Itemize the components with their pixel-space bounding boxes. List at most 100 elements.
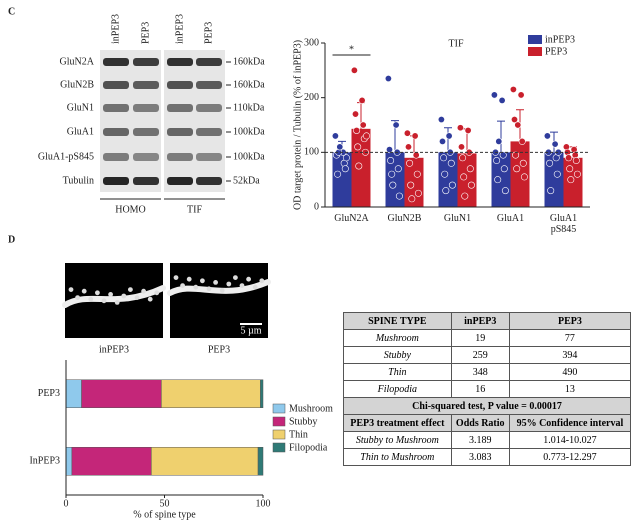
legend-label: Mushroom (289, 403, 333, 414)
size-label: 52kDa (233, 175, 260, 186)
row-label: GluA1 (67, 126, 94, 137)
lane-label: PEP3 (203, 22, 214, 44)
y-axis-label: OD target protein / Tubulin (% of inPEP3… (292, 40, 303, 210)
data-point (350, 66, 358, 74)
data-point (509, 85, 517, 93)
data-point (448, 181, 456, 189)
band (133, 128, 159, 136)
spine (68, 287, 74, 292)
x-tick-label: 50 (160, 498, 170, 509)
spine (180, 283, 186, 288)
spine (226, 281, 232, 287)
data-point (459, 154, 467, 162)
table-cell: inPEP3 (450, 312, 510, 330)
band (167, 128, 193, 136)
bar-segment (65, 379, 82, 408)
data-point (358, 96, 366, 104)
table-cell: Thin (343, 363, 452, 381)
band (196, 128, 222, 136)
row-label: GluN1 (67, 102, 94, 113)
spine (101, 298, 107, 304)
bar (510, 141, 530, 207)
chart-title: TIF (449, 38, 464, 49)
legend-label: PEP3 (545, 46, 567, 57)
spine (127, 287, 133, 292)
bar-segment (65, 447, 73, 476)
data-point (466, 165, 474, 173)
bar-segment (257, 447, 264, 476)
bar-segment (81, 379, 162, 408)
table-cell: 3.083 (450, 448, 510, 466)
table-cell: Odds Ratio (450, 414, 510, 432)
table-cell: Filopodia (343, 380, 452, 398)
band (103, 58, 129, 66)
data-point (461, 192, 469, 200)
table-cell: 394 (508, 346, 632, 364)
data-point (567, 176, 575, 184)
data-point (388, 170, 396, 178)
data-point (460, 173, 468, 181)
y-tick-label: InPEP3 (29, 456, 60, 467)
table-cell: 259 (450, 346, 510, 364)
spine (147, 296, 153, 302)
data-point (517, 91, 525, 99)
data-point (457, 143, 465, 151)
band (103, 81, 129, 89)
size-label: 100kDa (233, 126, 265, 137)
data-point (331, 132, 339, 140)
legend-swatch (272, 416, 286, 427)
data-point (519, 159, 527, 167)
data-point (520, 173, 528, 181)
data-point (501, 187, 509, 195)
data-point (445, 132, 453, 140)
data-point (411, 132, 419, 140)
bar (563, 157, 583, 207)
data-point (514, 121, 522, 129)
data-point (447, 159, 455, 167)
table-cell: 16 (450, 380, 510, 398)
data-point (395, 192, 403, 200)
size-label: 110kDa (233, 102, 265, 113)
data-point (394, 165, 402, 173)
x-tick-label: GluA1 (496, 213, 525, 224)
row-label: GluA1-pS845 (38, 151, 94, 162)
data-point (413, 170, 421, 178)
data-point (334, 170, 342, 178)
data-point (353, 126, 361, 134)
data-point (342, 154, 350, 162)
data-point (408, 195, 416, 203)
data-point (573, 170, 581, 178)
data-point (572, 157, 580, 165)
data-point (387, 157, 395, 165)
band (133, 177, 159, 185)
table-cell: 1.014-10.027 (508, 431, 632, 449)
data-point (551, 140, 559, 148)
data-point (494, 176, 502, 184)
significance: * (349, 44, 354, 55)
data-point (543, 132, 551, 140)
data-point (495, 137, 503, 145)
band (133, 153, 159, 161)
band (103, 177, 129, 185)
size-label: 160kDa (233, 79, 265, 90)
x-tick-label: 0 (64, 498, 69, 509)
y-tick-label: 100 (304, 147, 319, 158)
size-label: 100kDa (233, 151, 265, 162)
data-point (493, 157, 501, 165)
bar (332, 152, 352, 207)
table-cell: Stubby (343, 346, 452, 364)
table-row: PEP3 treatment effect Odds Ratio 95% Confi… (343, 414, 632, 432)
y-tick-label: 300 (304, 37, 319, 48)
band (103, 104, 129, 112)
band (103, 128, 129, 136)
data-point (553, 170, 561, 178)
data-point (438, 137, 446, 145)
table-row: Thin 348 490 (343, 363, 632, 381)
table-row: Stubby to Mushroom 3.189 1.014-10.027 (343, 431, 632, 449)
table-cell: PEP3 (508, 312, 632, 330)
blot-background (164, 50, 225, 192)
table-cell: Thin to Mushroom (343, 448, 452, 466)
data-point (336, 143, 344, 151)
table-row: Thin to Mushroom 3.083 0.773-12.297 (343, 448, 632, 466)
